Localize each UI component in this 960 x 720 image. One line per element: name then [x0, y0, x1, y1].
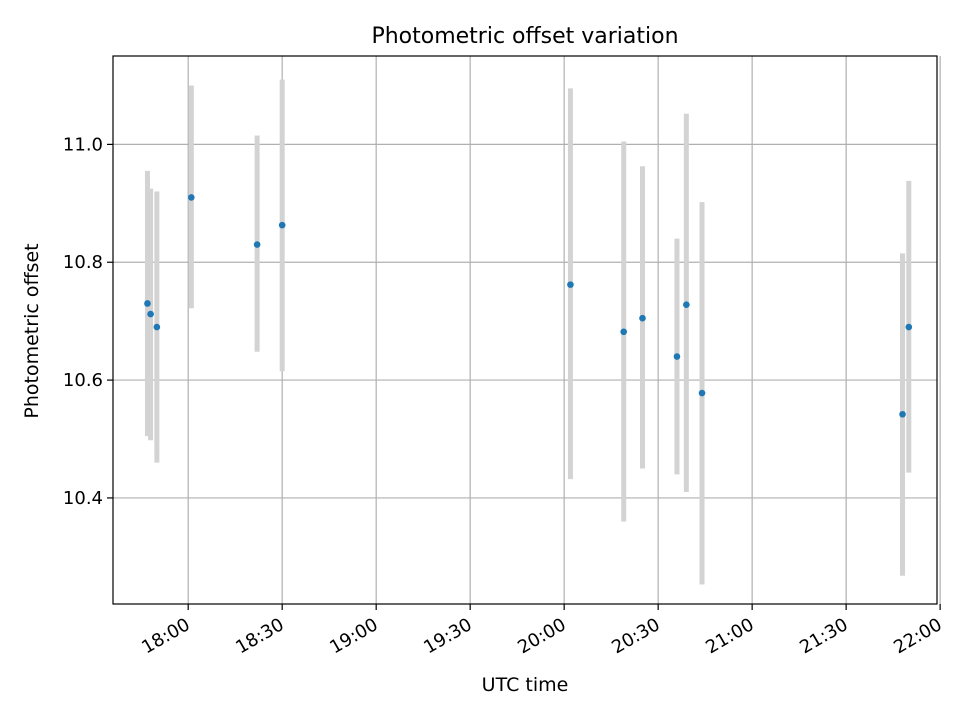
data-point [278, 221, 286, 229]
y-tick-label: 11.0 [63, 134, 103, 155]
data-point [905, 323, 913, 331]
data-point [620, 328, 627, 336]
plot-frame [112, 55, 938, 605]
data-point [698, 389, 706, 397]
y-tick-label: 10.8 [63, 252, 103, 273]
data-point [147, 310, 154, 318]
grid [113, 56, 941, 604]
data-point [683, 301, 690, 308]
y-axis-ticks: 10.4 10.6 10.8 11.0 [63, 134, 113, 509]
data-point [188, 194, 195, 201]
y-tick-label: 10.6 [63, 370, 103, 391]
data-point [153, 323, 161, 331]
y-tick-label: 10.4 [63, 488, 103, 509]
data-point [567, 281, 574, 288]
data-point [253, 241, 261, 248]
x-axis-label: UTC time [482, 674, 569, 696]
data-point [899, 410, 906, 418]
chart-title: Photometric offset variation [371, 24, 678, 49]
data-points [144, 194, 913, 418]
y-axis-label: Photometric offset [21, 243, 43, 418]
data-point [144, 300, 151, 307]
data-point [639, 314, 646, 322]
data-point [673, 353, 681, 360]
